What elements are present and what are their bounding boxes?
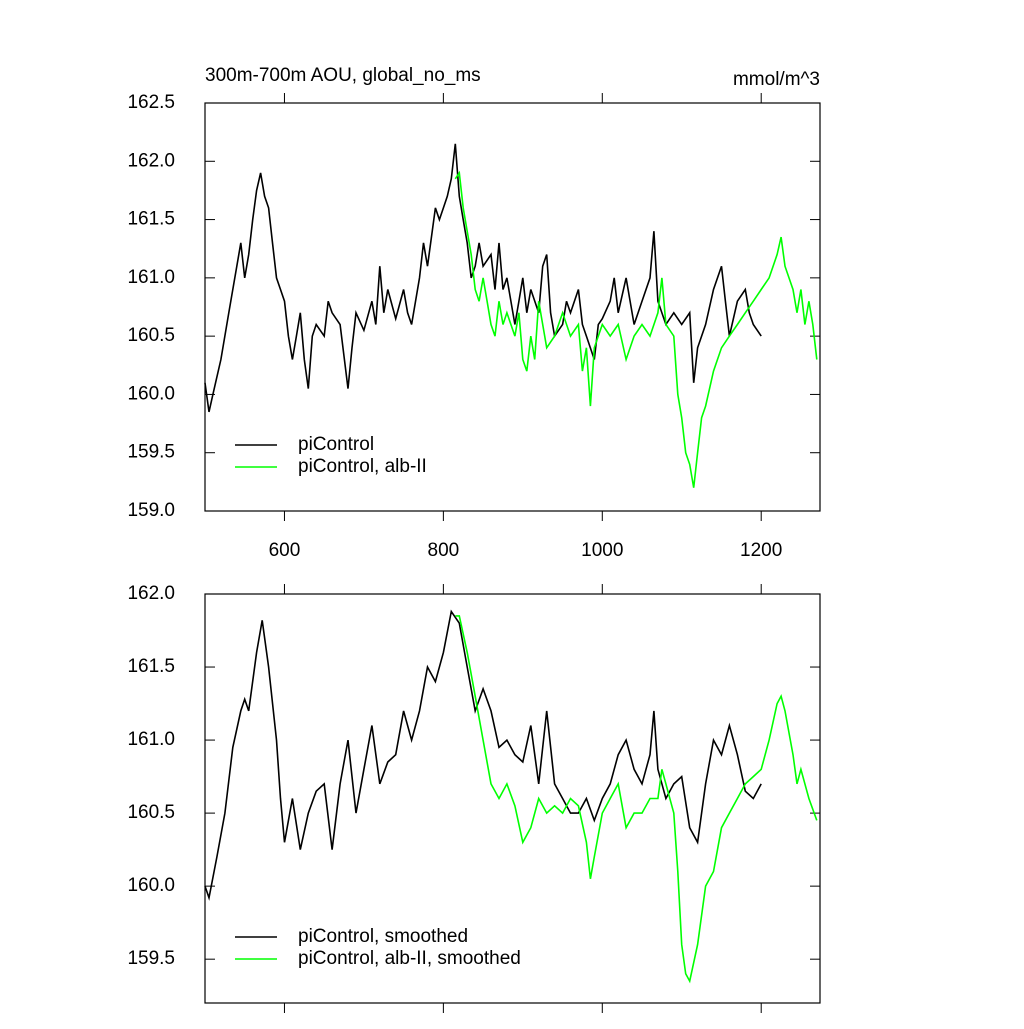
y-tick-label: 161.0 xyxy=(127,267,175,288)
units-label: mmol/m^3 xyxy=(733,69,820,90)
data-line xyxy=(204,609,762,901)
data-line xyxy=(455,615,818,984)
y-tick-label: 160.0 xyxy=(127,383,175,404)
chart-title: 300m-700m AOU, global_no_ms xyxy=(205,65,481,86)
data-line xyxy=(454,170,818,488)
plot-frame xyxy=(204,593,821,1004)
data-line xyxy=(204,143,762,413)
y-tick-label: 160.0 xyxy=(127,875,175,896)
y-tick-label: 161.5 xyxy=(127,656,175,677)
legend-label: piControl, alb-II, smoothed xyxy=(298,948,521,969)
y-tick-label: 162.0 xyxy=(127,150,175,171)
y-tick-label: 159.0 xyxy=(127,500,175,521)
y-tick-label: 159.5 xyxy=(127,442,175,463)
legend-label: piControl, smoothed xyxy=(298,926,468,947)
x-tick-label: 600 xyxy=(269,540,301,561)
y-tick-label: 162.5 xyxy=(127,92,175,113)
legend-label: piControl xyxy=(298,434,374,455)
y-tick-label: 162.0 xyxy=(127,583,175,604)
x-tick-label: 1000 xyxy=(581,540,623,561)
y-tick-label: 161.0 xyxy=(127,729,175,750)
x-tick-label: 1200 xyxy=(740,540,782,561)
x-tick-label: 800 xyxy=(428,540,460,561)
y-tick-label: 160.5 xyxy=(127,325,175,346)
y-tick-label: 160.5 xyxy=(127,802,175,823)
y-tick-label: 161.5 xyxy=(127,209,175,230)
y-tick-label: 159.5 xyxy=(127,948,175,969)
plot-frame xyxy=(204,102,821,512)
legend-label: piControl, alb-II xyxy=(298,456,427,477)
